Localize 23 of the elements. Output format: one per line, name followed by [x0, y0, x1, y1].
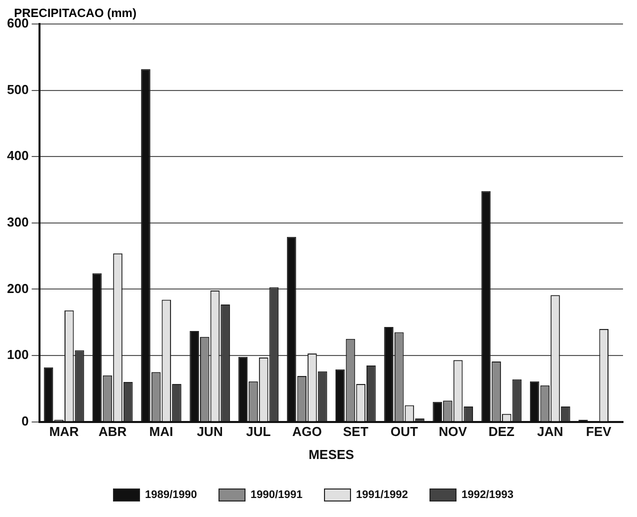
y-tick-label: 400 — [6, 148, 29, 164]
y-tick-label: 200 — [6, 280, 29, 296]
x-tick-label: MAR — [49, 424, 80, 440]
x-tick-label: ABR — [98, 424, 128, 440]
x-tick-label: JAN — [537, 424, 564, 440]
y-tick-label: 500 — [6, 82, 29, 97]
x-tick-label: NOV — [438, 424, 468, 440]
legend-label: 1990/1991 — [250, 489, 302, 502]
x-tick-label: SET — [343, 424, 368, 440]
x-tick-label: OUT — [390, 424, 418, 440]
x-tick-label: AGO — [292, 424, 322, 440]
x-tick-label: MAI — [149, 424, 174, 440]
legend-label: 1989/1990 — [145, 489, 198, 502]
y-tick-label: 0 — [21, 413, 29, 428]
x-tick-label: JUN — [196, 424, 223, 440]
x-tick-label: DEZ — [488, 424, 515, 440]
x-tick-label: JUL — [246, 424, 271, 440]
y-tick-label: 100 — [6, 347, 29, 362]
legend-label: 1991/1992 — [356, 489, 408, 502]
x-tick-label: FEV — [586, 424, 612, 440]
y-tick-label: 300 — [6, 214, 29, 230]
legend-label: 1992/1993 — [462, 489, 514, 502]
x-axis-title: MESES — [308, 446, 354, 462]
